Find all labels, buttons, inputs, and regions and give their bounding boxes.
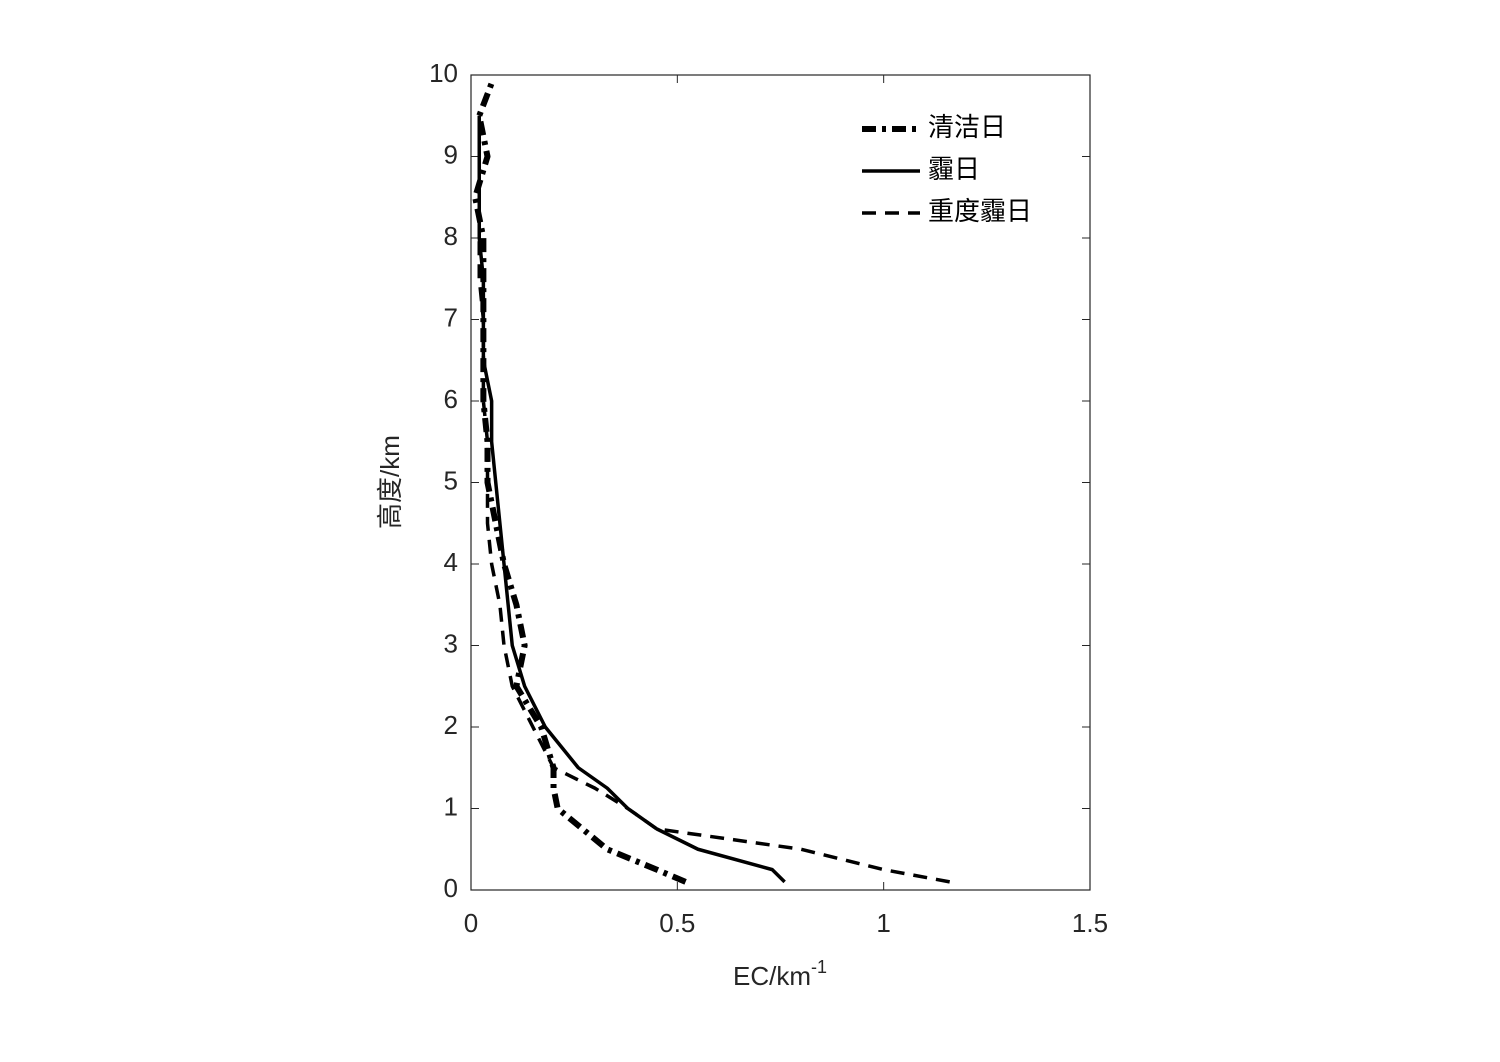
- y-tick-label: 2: [444, 710, 458, 740]
- x-tick-label: 1.5: [1072, 908, 1108, 938]
- profile-line: [477, 115, 951, 884]
- y-axis-label: 高度/km: [375, 435, 405, 529]
- y-tick-label: 5: [444, 465, 458, 495]
- x-axis-label: EC/km-1: [733, 957, 827, 991]
- legend-label: 清洁日: [928, 113, 1006, 143]
- x-label-sup: -1: [811, 957, 827, 977]
- y-tick-label: 4: [444, 547, 458, 577]
- x-tick-label: 1: [876, 908, 890, 938]
- x-label-main: EC/km: [733, 961, 811, 991]
- y-tick-label: 6: [444, 384, 458, 414]
- profile-line: [477, 115, 786, 884]
- legend-label: 霾日: [928, 155, 980, 185]
- y-tick-label: 0: [444, 873, 458, 903]
- y-tick-label: 10: [429, 58, 458, 88]
- legend-label: 重度霾日: [928, 197, 1032, 227]
- x-tick-label: 0: [464, 908, 478, 938]
- profile-line: [472, 82, 687, 885]
- y-tick-label: 9: [444, 139, 458, 169]
- y-tick-label: 3: [444, 628, 458, 658]
- x-tick-label: 0.5: [659, 908, 695, 938]
- y-tick-label: 8: [444, 221, 458, 251]
- y-tick-label: 1: [444, 791, 458, 821]
- y-tick-label: 7: [444, 302, 458, 332]
